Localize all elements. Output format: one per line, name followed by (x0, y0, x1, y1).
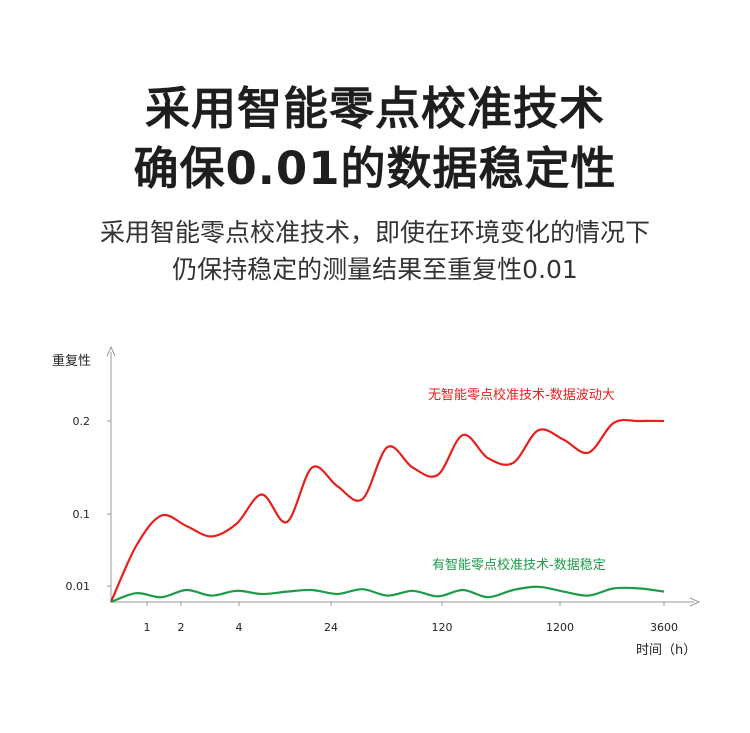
series-line-calibrated (110, 585, 665, 604)
y-tick-label: 0.01 (66, 580, 91, 593)
x-tick-label: 24 (324, 621, 338, 634)
series-label-uncalibrated: 无智能零点校准技术-数据波动大 (428, 387, 615, 403)
subtitle-line-1: 采用智能零点校准技术，即使在环境变化的情况下 (99, 218, 650, 247)
y-tick-label: 0.2 (73, 415, 91, 428)
headline-line-2: 确保0.01的数据稳定性 (133, 142, 617, 195)
headline-line-1: 采用智能零点校准技术 (144, 82, 605, 135)
x-axis-arrow (689, 597, 701, 607)
x-tick-label: 1 (144, 621, 151, 634)
series-label-calibrated: 有智能零点校准技术-数据稳定 (432, 557, 606, 573)
y-tick-label: 0.1 (73, 508, 91, 521)
x-tick-label: 2 (178, 621, 185, 634)
x-tick-label: 1200 (546, 621, 574, 634)
x-tick-label: 4 (236, 621, 243, 634)
x-tick-label: 3600 (650, 621, 678, 634)
x-tick-label: 120 (432, 621, 453, 634)
x-axis-label: 时间（h） (636, 643, 696, 658)
subtitle-line-2: 仍保持稳定的测量结果至重复性0.01 (172, 255, 578, 284)
series-line-uncalibrated (109, 418, 665, 603)
y-axis-arrow (106, 345, 116, 357)
y-axis-label: 重复性 (52, 353, 91, 369)
